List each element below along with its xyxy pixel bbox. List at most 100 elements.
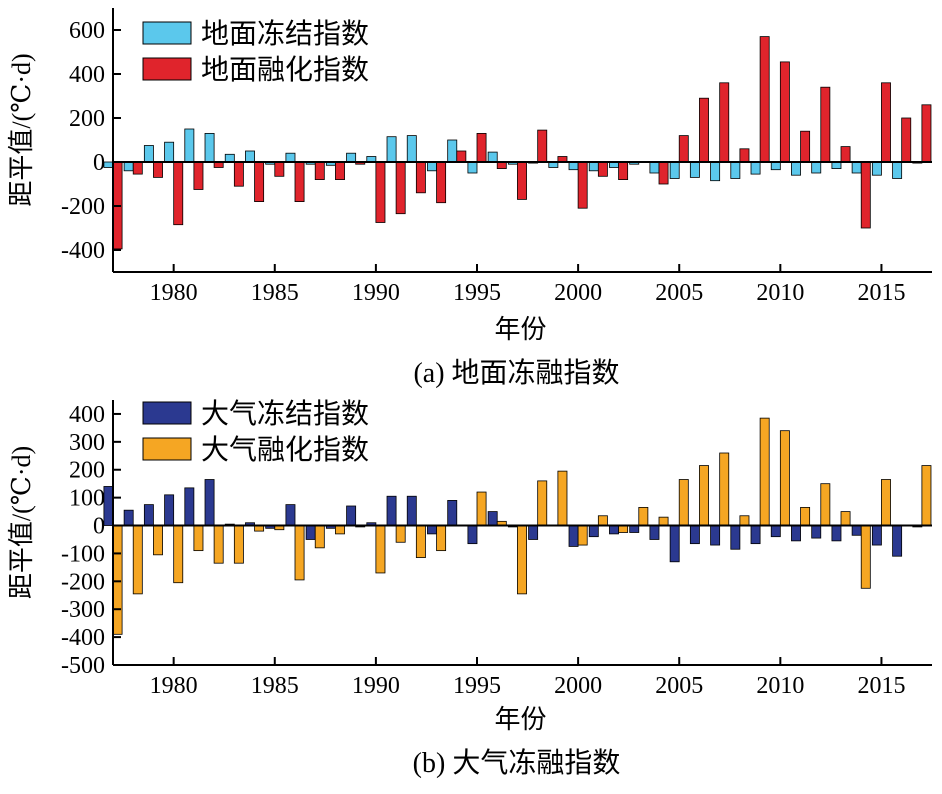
y-tick-label-b: 400: [69, 402, 105, 428]
y-tick-label-a: 200: [69, 106, 105, 132]
y-tick-label-b: -200: [61, 569, 105, 595]
bar-air-freeze-1986: [285, 504, 296, 526]
bar-air-freeze-2008: [730, 525, 741, 550]
y-tick-label-a: 0: [93, 150, 105, 176]
bar-air-freeze-1982: [204, 479, 215, 526]
bar-ground-freeze-2007: [710, 161, 721, 182]
x-tick-label-b: 2015: [857, 673, 905, 699]
bar-air-thaw-1980: [173, 525, 184, 584]
bar-air-thaw-1978: [132, 525, 143, 595]
bar-air-freeze-2007: [710, 525, 721, 546]
bar-air-freeze-2003: [629, 525, 640, 533]
bar-air-freeze-1987: [305, 525, 316, 540]
bar-air-thaw-2001: [597, 515, 608, 526]
x-tick-label-b: 2010: [756, 673, 804, 699]
bar-air-freeze-1991: [386, 495, 397, 526]
bar-ground-thaw-2004: [658, 161, 669, 185]
bar-air-thaw-2017: [921, 465, 932, 526]
bar-ground-freeze-2000: [568, 161, 579, 171]
x-tick-label-b: 2005: [655, 673, 703, 699]
bar-air-thaw-2013: [840, 511, 851, 526]
bar-air-thaw-1991: [395, 525, 406, 543]
bar-ground-thaw-1995: [476, 132, 487, 163]
bar-air-freeze-1981: [184, 487, 195, 526]
bar-air-freeze-2004: [649, 525, 660, 540]
bar-air-thaw-2009: [759, 417, 770, 526]
y-tick-label-a: -400: [61, 238, 105, 264]
bar-air-thaw-1997: [517, 525, 527, 595]
bar-air-thaw-2012: [820, 483, 831, 526]
y-axis-title-b: 距平值/(℃·d): [7, 446, 36, 599]
bar-ground-thaw-2016: [901, 117, 912, 163]
x-tick-label-b: 1990: [352, 673, 400, 699]
bar-ground-thaw-2001: [597, 161, 608, 177]
bar-air-freeze-1980: [164, 494, 175, 526]
bar-ground-thaw-1980: [173, 161, 184, 226]
x-tick-label-b: 1985: [251, 673, 299, 699]
bar-air-freeze-2001: [588, 525, 599, 538]
y-tick-label-b: 200: [69, 458, 105, 484]
bar-air-freeze-1998: [528, 525, 539, 540]
bar-air-freeze-2011: [791, 525, 801, 542]
x-axis-title-b: 年份: [494, 705, 546, 734]
bar-ground-thaw-2007: [719, 82, 730, 163]
bar-air-freeze-1978: [123, 509, 134, 526]
bar-air-freeze-1996: [487, 511, 498, 526]
bar-ground-thaw-1981: [193, 161, 204, 190]
bar-ground-freeze-1978: [123, 161, 134, 172]
bar-ground-freeze-1983: [224, 153, 235, 163]
bar-ground-thaw-1998: [537, 129, 548, 163]
bar-air-thaw-2010: [779, 430, 790, 526]
bar-air-thaw-1981: [193, 525, 204, 552]
bar-ground-thaw-1997: [517, 161, 527, 200]
x-tick-label-a: 2000: [554, 280, 602, 306]
bar-air-thaw-2011: [800, 506, 811, 526]
bar-ground-freeze-1979: [143, 145, 154, 163]
y-tick-label-b: -300: [61, 597, 105, 623]
bar-air-thaw-2015: [881, 479, 891, 526]
legend-swatch-ground-freeze: [142, 21, 192, 45]
bar-air-thaw-1998: [537, 480, 548, 526]
x-tick-label-a: 1995: [453, 280, 501, 306]
bar-air-thaw-1986: [294, 525, 305, 581]
bar-air-thaw-2006: [699, 465, 709, 526]
bar-ground-freeze-2012: [811, 161, 822, 174]
bar-ground-thaw-2011: [800, 130, 811, 163]
bar-air-freeze-2002: [609, 525, 619, 535]
bar-ground-freeze-2004: [649, 161, 660, 174]
bar-ground-thaw-2006: [699, 97, 709, 163]
y-tick-label-a: 400: [69, 62, 105, 88]
legend-swatch-air-thaw: [142, 437, 192, 461]
bar-ground-freeze-2009: [750, 161, 761, 175]
bar-air-freeze-2005: [669, 525, 680, 563]
x-tick-label-b: 2000: [554, 673, 602, 699]
bar-ground-thaw-1988: [335, 161, 345, 181]
bar-air-freeze-2013: [831, 525, 842, 542]
bar-air-thaw-1979: [153, 525, 163, 556]
bar-air-freeze-2006: [689, 525, 700, 545]
bar-ground-freeze-2014: [851, 161, 862, 174]
bar-ground-freeze-1994: [447, 139, 458, 163]
bar-ground-thaw-1991: [395, 161, 406, 215]
bar-ground-freeze-1984: [245, 150, 255, 163]
bar-air-freeze-1979: [143, 504, 154, 526]
x-tick-label-a: 2010: [756, 280, 804, 306]
bar-ground-freeze-1981: [184, 128, 195, 163]
y-tick-label-a: -200: [61, 194, 105, 220]
bar-ground-thaw-1985: [274, 161, 285, 177]
bar-air-freeze-2009: [750, 525, 761, 545]
bar-ground-thaw-1978: [132, 161, 143, 175]
bar-air-freeze-2014: [851, 525, 862, 536]
chart-panel-a: -400 -200 0 200 400 600 1980 1985 1990 1995 2000 20…: [7, 8, 932, 389]
x-tick-label-a: 2005: [655, 280, 703, 306]
bar-air-thaw-1982: [213, 525, 224, 564]
bar-ground-thaw-2017: [921, 104, 932, 163]
bar-air-freeze-1994: [447, 500, 458, 526]
x-tick-label-b: 1995: [453, 673, 501, 699]
bar-ground-freeze-1991: [386, 136, 397, 163]
bar-ground-thaw-1990: [375, 161, 386, 223]
y-tick-label-b: -100: [61, 541, 105, 567]
bar-air-thaw-1977: [112, 525, 123, 635]
bar-ground-freeze-1986: [285, 152, 296, 163]
